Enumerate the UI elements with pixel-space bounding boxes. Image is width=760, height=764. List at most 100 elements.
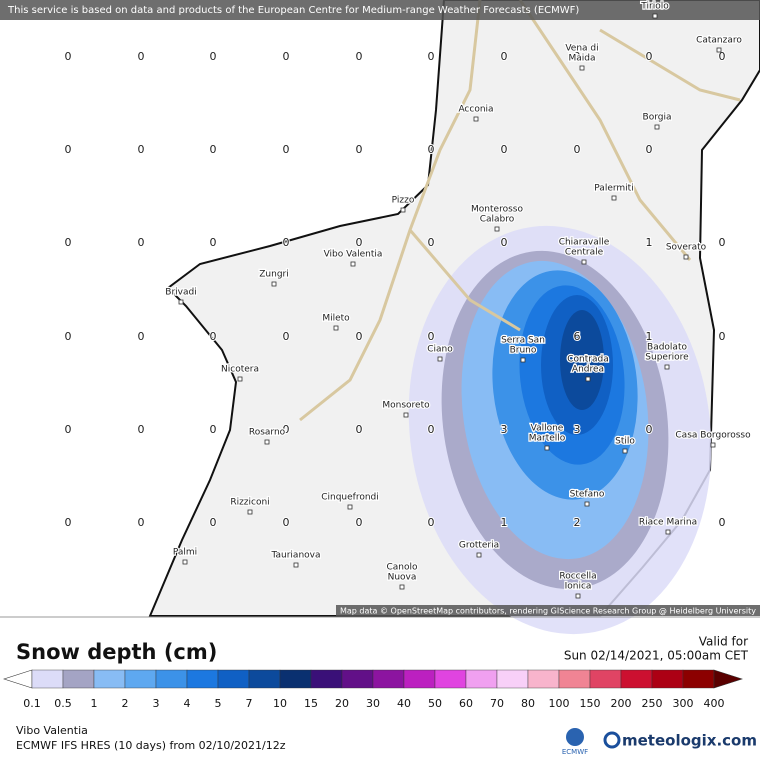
place-label: Tiriolo [640, 2, 669, 12]
colorbar-label: 5 [215, 697, 222, 710]
grid-value: 0 [210, 330, 217, 343]
grid-value: 0 [356, 423, 363, 436]
grid-value: 0 [428, 236, 435, 249]
place-marker [544, 445, 550, 451]
grid-value: 0 [719, 516, 726, 529]
place-marker [182, 559, 188, 565]
place-label: Soverato [666, 243, 707, 253]
place-label: Cinquefrondi [321, 493, 379, 503]
place-marker [710, 442, 716, 448]
grid-value: 0 [138, 50, 145, 63]
colorbar-label: 100 [549, 697, 570, 710]
grid-value: 0 [138, 143, 145, 156]
colorbar-arrow-left [3, 669, 33, 689]
grid-value: 0 [356, 516, 363, 529]
grid-value: 0 [283, 423, 290, 436]
grid-value: 0 [719, 50, 726, 63]
colorbar-swatch [217, 669, 250, 689]
colorbar-swatch [465, 669, 498, 689]
grid-value: 0 [210, 236, 217, 249]
colorbar-label: 0.1 [23, 697, 41, 710]
colorbar-swatch [155, 669, 188, 689]
colorbar-label: 30 [366, 697, 380, 710]
colorbar-swatch [186, 669, 219, 689]
colorbar-swatch [248, 669, 281, 689]
place-label: Riace Marina [639, 518, 697, 528]
place-label: Bruno [510, 346, 537, 356]
banner: This service is based on data and produc… [7, 5, 579, 16]
colorbar-swatch [558, 669, 591, 689]
grid-value: 0 [138, 423, 145, 436]
place-marker [622, 448, 628, 454]
place-label: Catanzaro [696, 36, 742, 46]
place-marker [664, 364, 670, 370]
place-marker [399, 584, 405, 590]
place-marker [400, 207, 406, 213]
place-marker [520, 357, 526, 363]
grid-value: 0 [283, 50, 290, 63]
attribution: Map data © OpenStreetMap contributors, r… [340, 607, 756, 616]
colorbar-label: 4 [184, 697, 191, 710]
place-label: Ionica [565, 582, 592, 592]
colorbar-swatch [682, 669, 715, 689]
colorbar-swatch [62, 669, 95, 689]
grid-value: 0 [356, 50, 363, 63]
colorbar-label: 400 [704, 697, 725, 710]
grid-value: 0 [138, 236, 145, 249]
place-label: Nicotera [221, 365, 259, 375]
attribution-bg [336, 605, 760, 616]
place-marker [293, 562, 299, 568]
grid-value: 0 [428, 330, 435, 343]
place-label: Palermiti [594, 184, 633, 194]
colorbar-label: 70 [490, 697, 504, 710]
ecmwf-logo [566, 728, 584, 746]
grid-value: 0 [210, 50, 217, 63]
grid-value: 3 [574, 423, 581, 436]
grid-value: 0 [501, 143, 508, 156]
place-marker [581, 259, 587, 265]
colorbar-label: 7 [246, 697, 253, 710]
grid-value: 0 [210, 516, 217, 529]
grid-value: 0 [65, 236, 72, 249]
footer-model: ECMWF IFS HRES (10 days) from 02/10/2021… [16, 739, 286, 752]
grid-value: 0 [138, 330, 145, 343]
place-label: Andrea [572, 365, 604, 375]
colorbar-label: 250 [642, 697, 663, 710]
place-label: Acconia [458, 105, 493, 115]
place-marker [585, 376, 591, 382]
place-marker [665, 529, 671, 535]
colorbar-label: 15 [304, 697, 318, 710]
place-label: Palmi [173, 548, 197, 558]
place-marker [611, 195, 617, 201]
colorbar-arrow-right [713, 669, 743, 689]
colorbar-label: 10 [273, 697, 287, 710]
place-marker [437, 356, 443, 362]
place-label: Taurianova [271, 551, 321, 561]
grid-value: 0 [210, 143, 217, 156]
colorbar-label: 3 [153, 697, 160, 710]
colorbar-swatch [403, 669, 436, 689]
grid-value: 0 [646, 143, 653, 156]
valid-label: Valid for [699, 635, 748, 649]
place-marker [347, 504, 353, 510]
place-marker [403, 412, 409, 418]
snow-area [560, 310, 604, 410]
place-marker [473, 116, 479, 122]
brand: meteologix.com [622, 732, 757, 750]
place-label: Rizziconi [230, 498, 269, 508]
grid-value: 0 [283, 236, 290, 249]
place-marker [333, 325, 339, 331]
place-marker [716, 47, 722, 53]
place-label: Casa Borgorosso [675, 431, 751, 441]
colorbar-swatch [93, 669, 126, 689]
place-marker [476, 552, 482, 558]
grid-value: 0 [646, 50, 653, 63]
colorbar-swatch [620, 669, 653, 689]
place-label: Contrada [567, 355, 608, 365]
place-marker [247, 509, 253, 515]
place-label: Calabro [480, 215, 515, 225]
colorbar-label: 2 [122, 697, 129, 710]
place-marker [579, 65, 585, 71]
